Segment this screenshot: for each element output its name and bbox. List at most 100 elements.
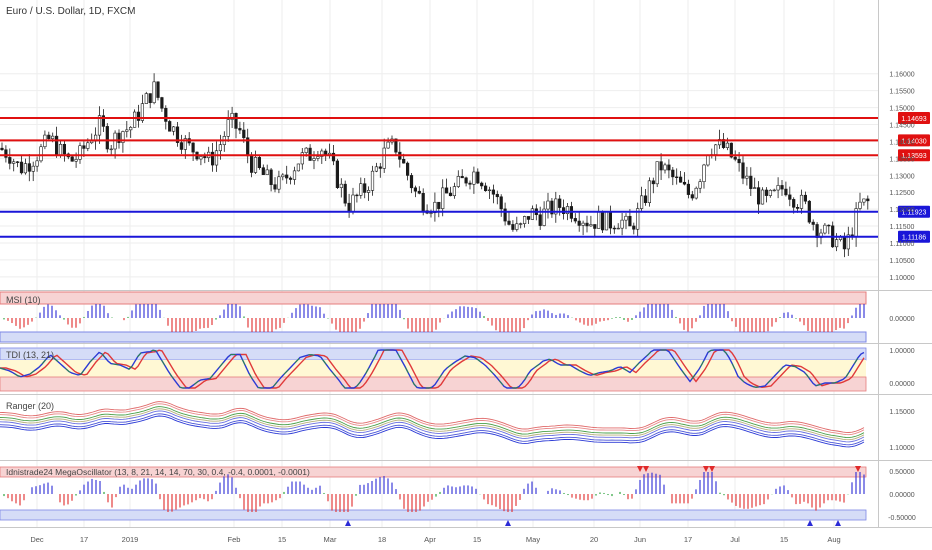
candle-down — [511, 224, 515, 230]
candle-up — [604, 211, 609, 231]
candle-up — [152, 81, 156, 104]
candle-up — [386, 141, 390, 149]
candle-up — [776, 185, 780, 191]
time-tick-label: Apr — [424, 535, 436, 544]
candle-up — [214, 150, 219, 166]
megaoscillator-histogram — [3, 466, 865, 526]
candle-down — [378, 166, 382, 169]
candle-down — [788, 194, 792, 200]
candle-down — [257, 157, 262, 168]
candle-down — [331, 152, 336, 162]
candle-down — [4, 149, 8, 158]
ranger-tick-label: 1.15000 — [889, 409, 914, 416]
candle-down — [444, 187, 449, 194]
candle-up — [35, 160, 39, 167]
ranger-label: Ranger (20) — [6, 401, 54, 411]
candle-down — [600, 211, 605, 231]
candle-up — [546, 200, 550, 210]
price-tick-label: 1.11500 — [890, 224, 915, 231]
candle-down — [538, 214, 542, 226]
candle-down — [269, 169, 273, 185]
buy-signal-marker — [505, 520, 511, 526]
candle-down — [803, 194, 807, 202]
candle-down — [780, 185, 784, 190]
candle-down — [273, 184, 277, 190]
indicator-bands — [0, 291, 867, 521]
candle-down — [749, 175, 753, 189]
msi-label: MSI (10) — [6, 295, 41, 305]
ranger-band-line — [0, 410, 865, 443]
candle-down — [191, 142, 195, 153]
candle-down — [421, 193, 425, 211]
tdi-tick-label: 0.00000 — [889, 381, 914, 388]
candle-down — [526, 216, 531, 220]
candle-up — [199, 156, 203, 160]
candle-up — [366, 190, 371, 193]
candle-down — [117, 132, 121, 143]
candle-down — [417, 190, 421, 194]
tdi-tick-label: 1.00000 — [889, 348, 914, 355]
candle-down — [476, 171, 480, 184]
candle-down — [448, 192, 453, 197]
candle-up — [429, 212, 433, 214]
candle-up — [226, 119, 230, 137]
candle-up — [121, 131, 125, 143]
tdi-label: TDI (13, 21) — [6, 350, 54, 360]
candle-up — [706, 154, 710, 166]
candle-up — [97, 115, 102, 136]
candle-up — [624, 215, 628, 221]
candle-up — [144, 93, 148, 104]
megaoscillator-tick-label: 0.00000 — [889, 492, 914, 499]
candle-down — [550, 200, 554, 215]
candle-up — [858, 201, 862, 209]
price-tick-label: 1.15000 — [889, 106, 914, 113]
candle-down — [784, 188, 788, 196]
time-tick-label: 20 — [590, 535, 598, 544]
candle-up — [140, 103, 145, 121]
price-levels: 1.14693 1.14030 1.13593 1.11923 1.11186 — [0, 111, 930, 243]
candle-down — [593, 224, 597, 229]
time-tick-label: 2019 — [122, 535, 139, 544]
candle-down — [811, 221, 815, 225]
ranger-tick-label: 1.10000 — [889, 445, 914, 452]
candle-up — [647, 180, 651, 203]
time-tick-label: Jun — [634, 535, 646, 544]
candle-up — [745, 175, 749, 179]
candle-up — [253, 157, 258, 173]
candle-down — [347, 202, 351, 212]
candle-up — [374, 166, 379, 172]
candle-down — [507, 220, 511, 225]
price-tick-label: 1.11000 — [890, 241, 915, 248]
sell-signal-marker — [709, 466, 715, 472]
time-axis: Dec 17 2019 Feb 15 Mar 18 Apr 15 May 20 Jun 17 Jul 15 A… — [30, 535, 840, 544]
candle-up — [351, 194, 355, 212]
candle-up — [772, 189, 776, 192]
candle-down — [70, 156, 74, 162]
candle-up — [316, 156, 320, 159]
candle-down — [792, 199, 796, 208]
price-level-badge — [898, 134, 930, 147]
candle-down — [288, 177, 293, 180]
candle-up — [382, 147, 386, 169]
sell-signal-marker — [703, 466, 709, 472]
candle-down — [394, 138, 398, 153]
candle-up — [472, 171, 476, 185]
candle-down — [561, 207, 566, 214]
price-level-label: 1.11186 — [902, 235, 926, 242]
candle-up — [230, 112, 234, 120]
candle-up — [714, 144, 718, 155]
candle-up — [616, 227, 620, 230]
candle-down — [148, 93, 152, 104]
time-tick-label: 17 — [684, 535, 692, 544]
candle-up — [300, 152, 304, 165]
time-tick-label: Jul — [730, 535, 740, 544]
price-level-badge — [898, 111, 930, 124]
candle-down — [405, 162, 410, 176]
price-level-label: 1.11923 — [902, 210, 927, 217]
ranger-band-line — [0, 408, 865, 441]
candle-down — [27, 163, 31, 172]
candle-down — [612, 227, 616, 230]
candle-down — [156, 81, 160, 98]
ranger-band-line — [0, 415, 865, 448]
